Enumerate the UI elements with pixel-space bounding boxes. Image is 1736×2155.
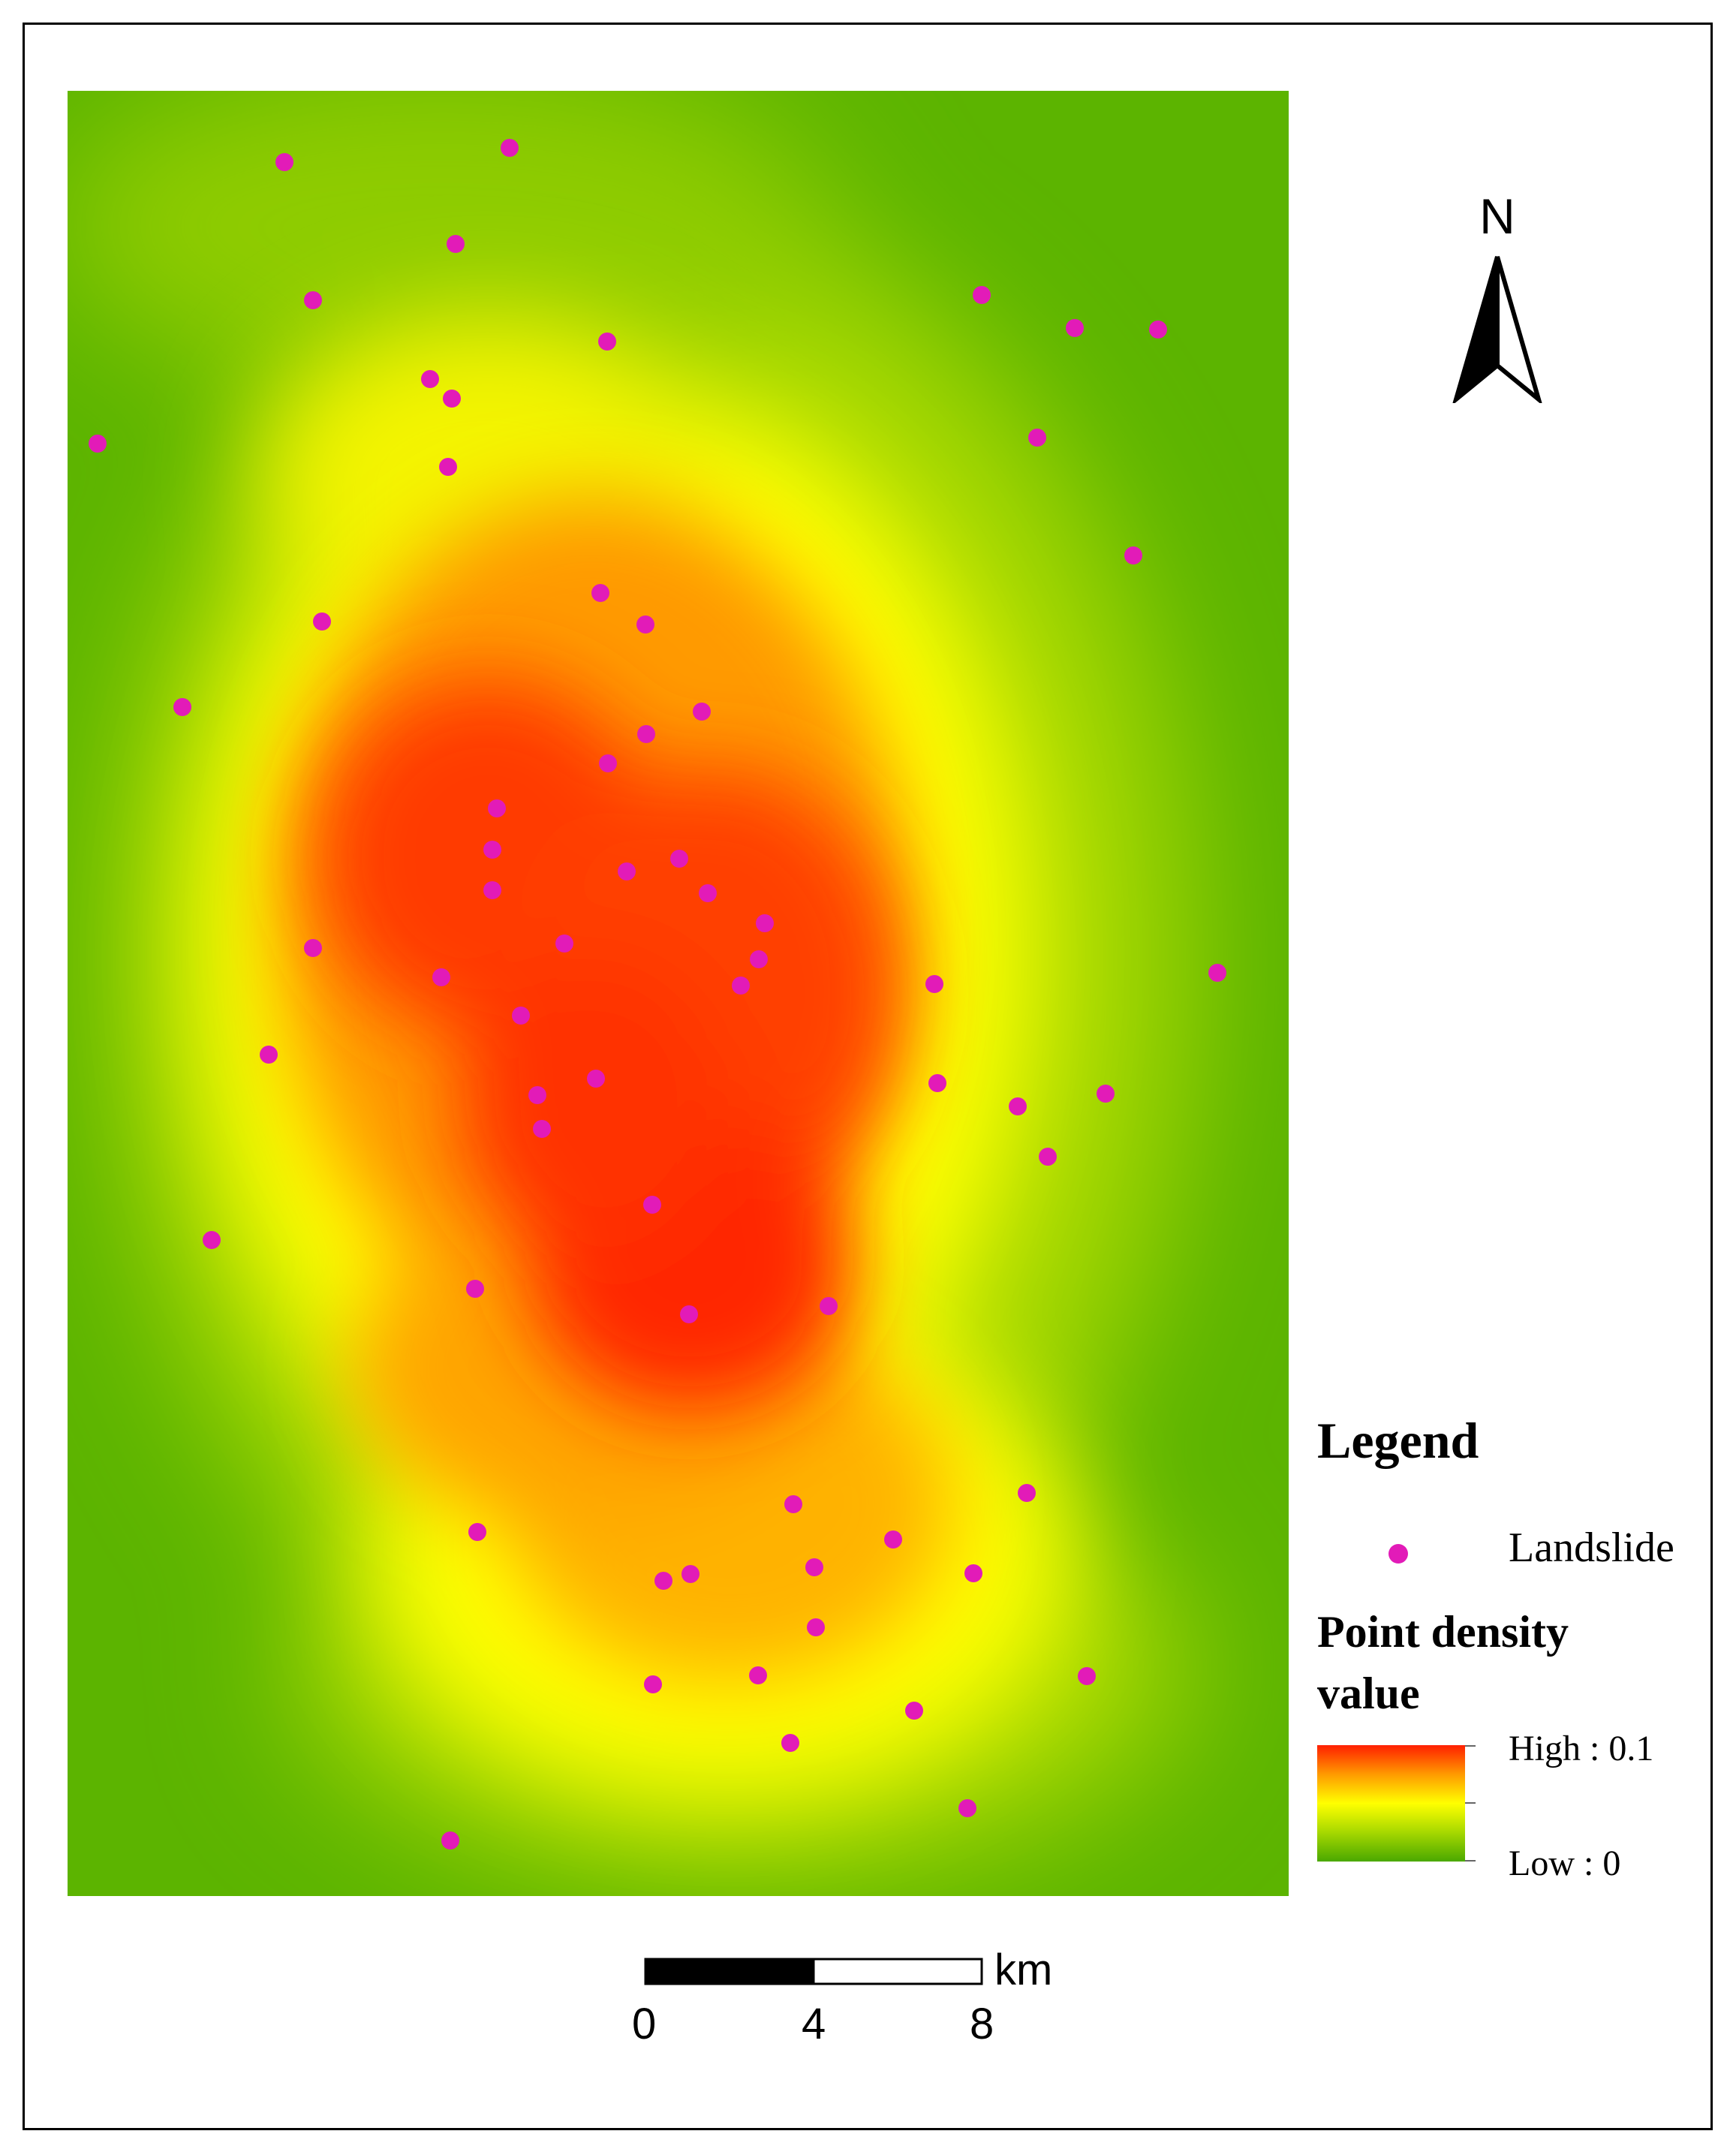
landslide-point [488,799,506,817]
landslide-point [643,1196,661,1214]
landslide-point [313,612,331,631]
legend-low-label: Low : 0 [1509,1843,1621,1883]
landslide-point [670,850,688,868]
landslide-point [756,914,774,932]
landslide-point [260,1046,278,1064]
scale-bar-label-8: 8 [970,2000,994,2048]
landslide-point [654,1572,672,1590]
landslide-point [636,615,654,634]
landslide-point [1066,319,1084,337]
landslide-point [750,950,768,968]
scale-bar-label-0: 0 [632,2000,657,2048]
landslide-point [1149,321,1167,339]
landslide-point [805,1558,823,1576]
landslide-point [441,1831,459,1850]
landslide-point [598,333,616,351]
landslide-point [693,703,711,721]
landslide-point [1124,546,1142,564]
landslide-point [1028,429,1046,447]
landslide-point [781,1734,799,1752]
landslide-point [512,1007,530,1025]
legend-density-title: Point density value [1317,1607,1569,1718]
landslide-point [421,370,439,388]
landslide-point [680,1305,698,1323]
landslide-point [749,1666,767,1684]
landslide-point [501,139,519,157]
scale-bar-unit: km [994,1946,1053,1994]
landslide-point [443,390,461,408]
landslide-point [173,698,191,716]
north-label: N [1479,188,1515,244]
landslide-point [432,968,450,986]
landslide-point [203,1231,221,1249]
landslide-point [928,1074,946,1092]
landslide-point [1208,964,1226,982]
landslide-point [1039,1148,1057,1166]
landslide-point [1097,1085,1115,1103]
landslide-points [89,139,1226,1850]
landslide-point [732,977,750,995]
color-ramp-ticks [1465,1745,1476,1862]
landslide-point [304,939,322,957]
north-arrow-icon [1452,256,1542,403]
landslide-point [884,1530,902,1549]
legend-high-label: High : 0.1 [1509,1729,1654,1768]
scale-bar: km 0 4 8 [630,1944,1081,2064]
legend: Legend Landslide Point density value Hig… [1317,1411,1707,1892]
scale-bar-label-4: 4 [802,2000,826,2048]
landslide-point [925,975,943,993]
landslide-point [483,881,501,899]
density-surface [68,91,1289,1896]
landslide-point [905,1702,923,1720]
landslide-point [275,153,293,171]
density-color-ramp [1317,1745,1465,1862]
landslide-point [807,1618,825,1636]
landslide-point [958,1799,976,1817]
density-high-layer [315,676,901,1412]
landslide-point [973,286,991,304]
landslide-point [1078,1667,1096,1685]
legend-landslide-label: Landslide [1509,1524,1674,1571]
landslide-point [528,1086,546,1104]
landslide-point [304,291,322,309]
landslide-point [468,1523,486,1541]
landslide-point [587,1070,605,1088]
landslide-point [439,458,457,476]
landslide-point [466,1280,484,1298]
landslide-point [681,1565,700,1583]
landslide-point [964,1564,982,1582]
landslide-point-icon [1388,1544,1408,1564]
legend-title: Legend [1317,1412,1479,1469]
landslide-point [447,235,465,253]
landslide-point [1018,1484,1036,1502]
landslide-point [644,1675,662,1693]
landslide-point [483,841,501,859]
landslide-point [1009,1097,1027,1115]
landslide-point [820,1297,838,1315]
landslide-point [699,884,717,902]
landslide-point [555,935,573,953]
landslide-point [533,1120,551,1138]
landslide-point [599,754,617,772]
scale-bar-graphic [644,1958,983,1985]
landslide-point [89,435,107,453]
landslide-point [784,1495,802,1513]
density-map [68,91,1289,1896]
landslide-point [637,725,655,743]
landslide-point [618,862,636,880]
landslide-point [591,584,609,602]
north-arrow: N [1445,191,1550,417]
